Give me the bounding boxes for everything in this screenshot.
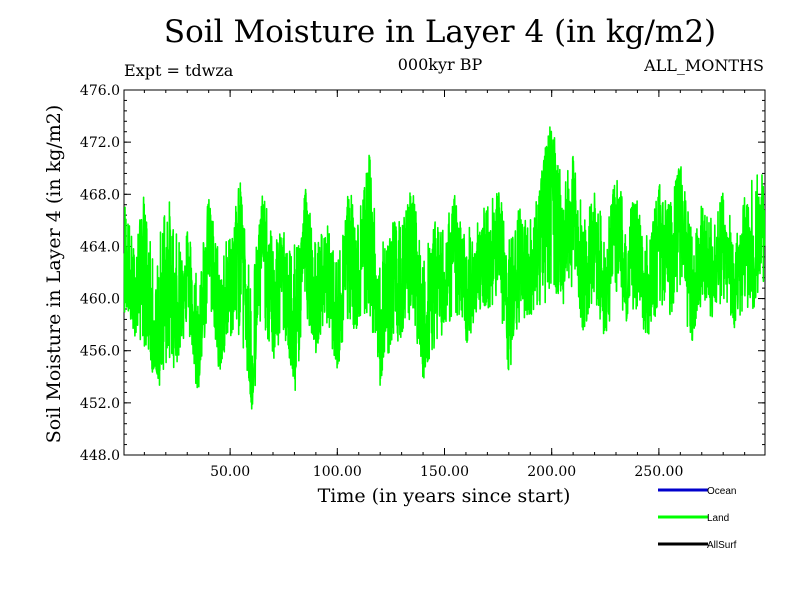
- x-tick-label: 150.00: [420, 464, 469, 480]
- y-tick-label: 472.0: [80, 135, 120, 151]
- y-tick-label: 460.0: [80, 292, 120, 308]
- y-tick-label: 456.0: [80, 344, 120, 360]
- months-label: ALL_MONTHS: [644, 56, 764, 75]
- experiment-label: Expt = tdwza: [124, 61, 234, 80]
- legend-label-allsurf: AllSurf: [707, 540, 737, 551]
- chart-subtitle: 000kyr BP: [397, 55, 483, 74]
- x-tick-label: 50.00: [210, 464, 250, 480]
- series-line-land: [123, 126, 766, 410]
- y-tick-label: 464.0: [80, 239, 120, 255]
- legend-label-ocean: Ocean: [707, 486, 736, 497]
- y-tick-label: 452.0: [80, 396, 120, 412]
- x-axis-label: Time (in years since start): [317, 485, 571, 507]
- x-tick-label: 200.00: [527, 464, 576, 480]
- legend-label-land: Land: [707, 513, 729, 524]
- x-tick-label: 100.00: [313, 464, 362, 480]
- y-tick-label: 448.0: [80, 448, 120, 464]
- chart-title: Soil Moisture in Layer 4 (in kg/m2): [163, 14, 717, 50]
- y-tick-label: 468.0: [80, 187, 120, 203]
- y-tick-label: 476.0: [80, 83, 120, 99]
- x-tick-label: 250.00: [634, 464, 683, 480]
